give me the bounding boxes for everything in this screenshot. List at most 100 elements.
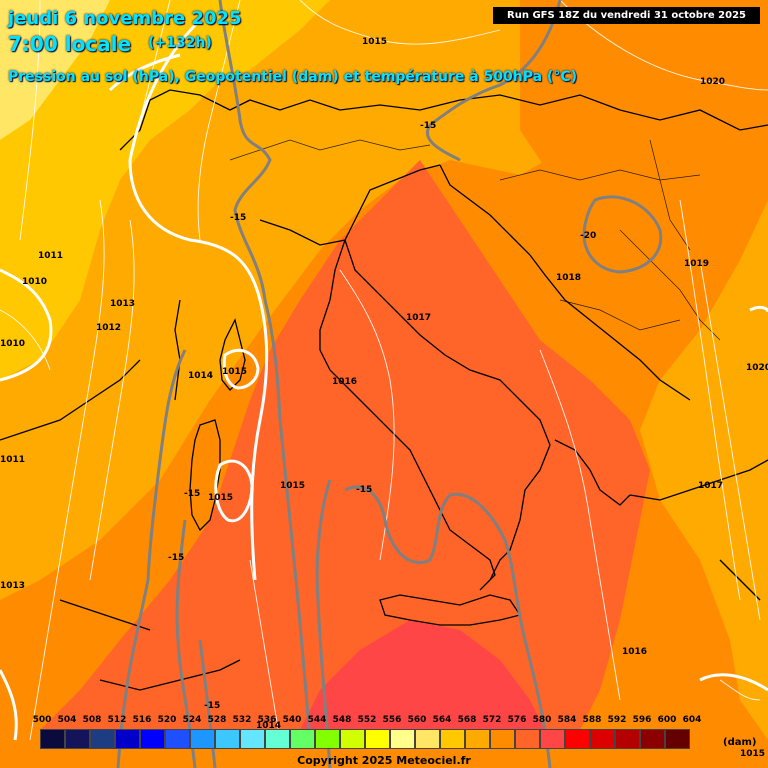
scale-label: 512 (107, 715, 127, 725)
pressure-label: 1015 (740, 749, 765, 759)
temperature-label: -15 (184, 489, 200, 499)
coastlines (0, 89, 768, 691)
geopotential-contours (0, 18, 768, 741)
scale-swatch (365, 729, 390, 749)
pressure-label: 1012 (96, 323, 121, 333)
scale-swatch (440, 729, 465, 749)
scale-swatch (540, 729, 565, 749)
forecast-date: jeudi 6 novembre 2025 (8, 8, 242, 29)
pressure-label: 1017 (698, 481, 723, 491)
scale-swatch (240, 729, 265, 749)
scale-label: 524 (182, 715, 202, 725)
band-568-east (640, 200, 768, 740)
pressure-label: 1010 (0, 339, 25, 349)
map-description: Pression au sol (hPa), Geopotentiel (dam… (8, 69, 577, 85)
pressure-label: 1020 (700, 77, 725, 87)
temperature-label: -15 (230, 213, 246, 223)
scale-swatch (615, 729, 640, 749)
temperature-label: -15 (420, 121, 436, 131)
scale-unit: (dam) (723, 737, 757, 748)
scale-swatch (590, 729, 615, 749)
scale-label: 600 (657, 715, 677, 725)
pressure-label: 1019 (684, 259, 709, 269)
scale-swatch (290, 729, 315, 749)
pressure-label-layer: 1015 1020 1011 1010 1013 1012 1010 1014 … (0, 37, 768, 759)
isotherms (116, 0, 663, 768)
pressure-label: 1011 (0, 455, 25, 465)
band-564 (0, 0, 280, 380)
forecast-time: 7:00 locale (8, 32, 132, 56)
isobars (0, 0, 768, 741)
scale-swatch (565, 729, 590, 749)
scale-label: 576 (507, 715, 527, 725)
scale-label: 584 (557, 715, 577, 725)
forecast-offset: (+132h) (148, 35, 212, 51)
band-568 (0, 0, 768, 600)
scale-swatch (390, 729, 415, 749)
scale-swatch (115, 729, 140, 749)
scale-swatch (165, 729, 190, 749)
pressure-label: 1015 (208, 493, 233, 503)
scale-label: 508 (82, 715, 102, 725)
scale-swatch (640, 729, 665, 749)
temperature-label: -15 (356, 485, 372, 495)
scale-swatch (65, 729, 90, 749)
temperature-label: -20 (580, 231, 596, 241)
band-580 (300, 620, 545, 730)
temperature-label-layer: -15 -15 -20 -15 -15 -15 -15 (168, 121, 596, 711)
scale-swatch (140, 729, 165, 749)
pressure-label: 1014 (256, 721, 281, 731)
scale-swatch (315, 729, 340, 749)
scale-label: 552 (357, 715, 377, 725)
scale-swatch (665, 729, 690, 749)
scale-label: 556 (382, 715, 402, 725)
scale-label: 568 (457, 715, 477, 725)
pressure-label: 1016 (332, 377, 357, 387)
scale-label: 520 (157, 715, 177, 725)
temperature-label: -15 (168, 553, 184, 563)
scale-label: 516 (132, 715, 152, 725)
scale-swatch (265, 729, 290, 749)
pressure-label: 1013 (0, 581, 25, 591)
pressure-label: 1020 (746, 363, 768, 373)
band-576 (40, 160, 650, 730)
pressure-label: 1015 (222, 367, 247, 377)
pressure-label: 1015 (362, 37, 387, 47)
scale-label: 596 (632, 715, 652, 725)
band-560 (0, 0, 110, 140)
pressure-label: 1016 (622, 647, 647, 657)
pressure-label: 1013 (110, 299, 135, 309)
scale-label: 532 (232, 715, 252, 725)
pressure-label: 1018 (556, 273, 581, 283)
scale-swatch (190, 729, 215, 749)
band-572-ne (520, 0, 768, 330)
pressure-label: 1017 (406, 313, 431, 323)
color-scale-legend: 500 504 508 512 516 520 524 528 532 536 540 544 548 5… (33, 715, 716, 751)
copyright-text: Copyright 2025 Meteociel.fr (297, 754, 471, 767)
scale-label: 544 (307, 715, 327, 725)
scale-label: 572 (482, 715, 502, 725)
scale-label: 560 (407, 715, 427, 725)
scale-swatch (215, 729, 240, 749)
scale-label: 536 (257, 715, 277, 725)
scale-label: 548 (332, 715, 352, 725)
scale-label: 504 (57, 715, 77, 725)
scale-label: 500 (32, 715, 52, 725)
scale-label: 540 (282, 715, 302, 725)
scale-swatch (90, 729, 115, 749)
scale-label: 604 (682, 715, 702, 725)
scale-label: 528 (207, 715, 227, 725)
pressure-label: 1010 (22, 277, 47, 287)
scale-swatch (415, 729, 440, 749)
scale-swatch (490, 729, 515, 749)
scale-swatch (465, 729, 490, 749)
scale-label: 580 (532, 715, 552, 725)
pressure-label: 1011 (38, 251, 63, 261)
temperature-label: -15 (204, 701, 220, 711)
scale-swatch (515, 729, 540, 749)
pressure-label: 1014 (188, 371, 213, 381)
scale-swatch (340, 729, 365, 749)
scale-label: 588 (582, 715, 602, 725)
scale-label: 592 (607, 715, 627, 725)
